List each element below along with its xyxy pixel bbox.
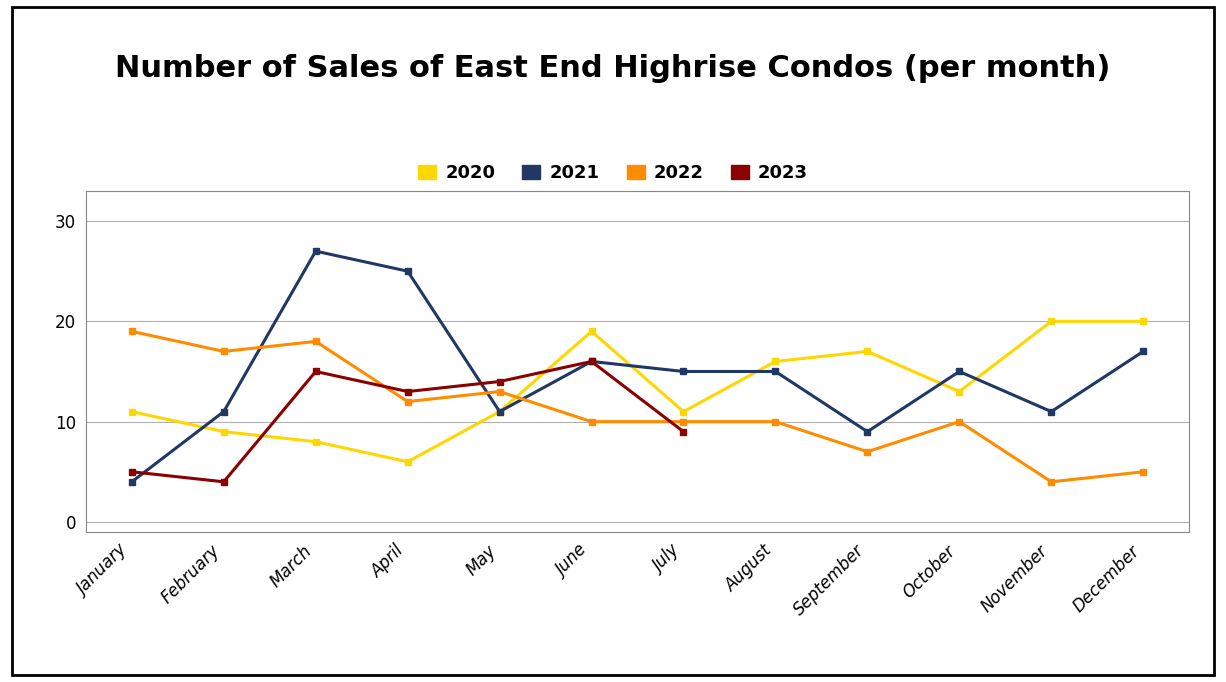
2022 bbox=[309, 338, 324, 346]
2021 bbox=[401, 267, 416, 276]
2021 bbox=[585, 357, 600, 366]
2023 bbox=[677, 428, 691, 436]
Line: 2022: 2022 bbox=[129, 328, 1146, 486]
2021 bbox=[861, 428, 875, 436]
2020 bbox=[1045, 317, 1059, 325]
2021 bbox=[125, 477, 140, 486]
Legend: 2020, 2021, 2022, 2023: 2020, 2021, 2022, 2023 bbox=[413, 159, 813, 188]
2020 bbox=[1137, 317, 1151, 325]
2022 bbox=[125, 327, 140, 336]
2020 bbox=[767, 357, 782, 366]
2022 bbox=[217, 347, 232, 355]
2020 bbox=[217, 428, 232, 436]
2022 bbox=[585, 417, 600, 426]
2020 bbox=[493, 408, 508, 416]
2021 bbox=[953, 368, 967, 376]
2020 bbox=[861, 347, 875, 355]
2021 bbox=[677, 368, 691, 376]
2022 bbox=[767, 417, 782, 426]
2023 bbox=[493, 377, 508, 385]
2020 bbox=[125, 408, 140, 416]
2022 bbox=[953, 417, 967, 426]
2023 bbox=[401, 387, 416, 396]
2020 bbox=[309, 438, 324, 446]
2020 bbox=[677, 408, 691, 416]
2021 bbox=[493, 408, 508, 416]
2022 bbox=[1045, 477, 1059, 486]
2023 bbox=[217, 477, 232, 486]
2021 bbox=[1045, 408, 1059, 416]
2020 bbox=[953, 387, 967, 396]
2022 bbox=[677, 417, 691, 426]
2020 bbox=[401, 458, 416, 466]
2021 bbox=[1137, 347, 1151, 355]
Line: 2020: 2020 bbox=[129, 318, 1146, 465]
2023 bbox=[125, 468, 140, 476]
2020 bbox=[585, 327, 600, 336]
2022 bbox=[493, 387, 508, 396]
Line: 2021: 2021 bbox=[129, 248, 1146, 486]
Line: 2023: 2023 bbox=[129, 358, 687, 486]
2022 bbox=[401, 398, 416, 406]
Text: Number of Sales of East End Highrise Condos (per month): Number of Sales of East End Highrise Con… bbox=[115, 54, 1111, 83]
2021 bbox=[217, 408, 232, 416]
2022 bbox=[1137, 468, 1151, 476]
2022 bbox=[861, 447, 875, 456]
2021 bbox=[767, 368, 782, 376]
2023 bbox=[585, 357, 600, 366]
2021 bbox=[309, 247, 324, 255]
2023 bbox=[309, 368, 324, 376]
